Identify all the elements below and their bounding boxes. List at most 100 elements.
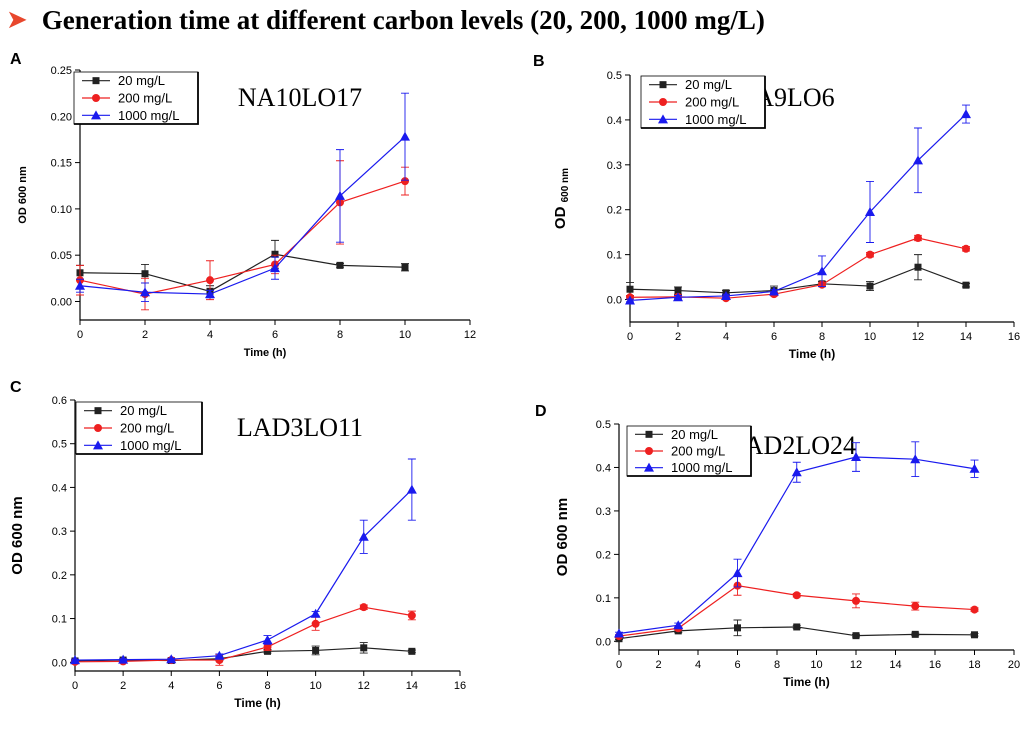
y-tick-label: 0.1 xyxy=(52,614,67,626)
x-tick-label: 12 xyxy=(464,329,476,341)
data-point xyxy=(118,654,129,664)
x-tick-label: 16 xyxy=(1008,331,1020,343)
y-tick-label: 0.4 xyxy=(52,482,67,494)
x-tick-label: 4 xyxy=(695,659,701,671)
y-tick-label: 0.1 xyxy=(607,250,622,262)
x-axis-title: Time (h) xyxy=(244,347,287,359)
series-triangle xyxy=(70,458,417,665)
y-tick-label: 0.0 xyxy=(52,657,67,669)
data-point xyxy=(852,596,860,605)
legend-label: 200 mg/L xyxy=(685,95,739,110)
data-point xyxy=(626,285,634,293)
series-line xyxy=(629,266,967,294)
y-tick-label: 0.10 xyxy=(51,204,72,216)
data-point xyxy=(852,632,860,640)
series-line xyxy=(629,113,967,302)
x-tick-label: 6 xyxy=(216,680,222,692)
data-point xyxy=(264,647,271,655)
data-point xyxy=(865,206,875,216)
x-axis-title: Time (h) xyxy=(234,696,280,710)
x-tick-label: 2 xyxy=(675,331,681,343)
chart-panel-c: 0 2 4 6 8 10 12 14 16 0.0 0.1 0.2 0.3 0.4 0.5 0.6 Time (… xyxy=(9,379,466,710)
data-point xyxy=(791,467,802,477)
data-point xyxy=(911,630,919,638)
data-point xyxy=(263,642,272,651)
data-point xyxy=(721,290,731,300)
y-tick-label: 0.0 xyxy=(596,636,611,648)
legend-marker xyxy=(94,424,102,432)
y-axis-title: OD 600 nm xyxy=(9,496,26,574)
data-point xyxy=(962,244,970,253)
legend-label: 200 mg/L xyxy=(118,91,172,106)
y-tick-label: 0.4 xyxy=(607,115,622,127)
strain-title: NA10LO17 xyxy=(238,83,362,112)
x-tick-label: 14 xyxy=(889,659,901,671)
arrowhead-bullet-icon: ➤ xyxy=(6,5,28,35)
data-point xyxy=(866,250,874,259)
x-tick-label: 8 xyxy=(819,331,825,343)
x-tick-label: 2 xyxy=(142,329,148,341)
data-point xyxy=(401,263,409,271)
data-point xyxy=(734,624,741,632)
data-point xyxy=(141,270,149,278)
legend-marker xyxy=(91,110,101,120)
x-tick-label: 10 xyxy=(864,331,876,343)
data-point xyxy=(866,282,874,290)
series-line xyxy=(74,489,413,661)
x-tick-label: 2 xyxy=(120,680,126,692)
data-point xyxy=(910,454,921,464)
legend-label: 200 mg/L xyxy=(671,444,725,459)
y-axis-title: OD 600 nm xyxy=(554,498,571,576)
y-tick-label: 0.05 xyxy=(51,250,72,262)
x-tick-label: 20 xyxy=(1008,659,1020,671)
data-point xyxy=(166,654,177,664)
x-tick-label: 6 xyxy=(272,329,278,341)
data-point xyxy=(359,603,368,612)
y-tick-label: 0.3 xyxy=(52,526,67,538)
y-tick-label: 0.5 xyxy=(607,70,622,82)
data-point xyxy=(911,602,920,611)
legend-marker xyxy=(645,430,653,438)
series-square xyxy=(76,239,409,298)
x-tick-label: 10 xyxy=(399,329,411,341)
series-triangle xyxy=(75,92,410,302)
x-tick-label: 18 xyxy=(968,659,980,671)
y-tick-label: 0.2 xyxy=(52,570,67,582)
y-tick-label: 0.2 xyxy=(596,549,611,561)
data-point xyxy=(732,568,743,578)
y-tick-label: 0.6 xyxy=(52,395,67,407)
legend-marker xyxy=(645,447,653,455)
data-point xyxy=(70,655,80,665)
legend-label: 20 mg/L xyxy=(118,73,165,88)
legend-label: 20 mg/L xyxy=(671,427,718,442)
data-point xyxy=(914,263,922,271)
data-point xyxy=(401,177,409,186)
x-axis-title: Time (h) xyxy=(783,675,829,689)
y-tick-label: 0.25 xyxy=(51,65,72,77)
data-point xyxy=(406,484,417,494)
data-point xyxy=(674,287,682,295)
data-point xyxy=(400,131,410,141)
data-point xyxy=(817,266,827,276)
series-circle xyxy=(76,160,409,311)
panel-letter: C xyxy=(10,379,22,396)
data-point xyxy=(769,286,779,296)
y-tick-label: 0.5 xyxy=(52,439,67,451)
data-point xyxy=(913,155,923,165)
x-tick-label: 10 xyxy=(310,680,322,692)
panel-letter: A xyxy=(10,51,22,68)
data-point xyxy=(407,611,416,620)
data-point xyxy=(962,281,970,289)
y-tick-label: 0.3 xyxy=(596,506,611,518)
data-point xyxy=(270,263,280,273)
legend-label: 20 mg/L xyxy=(120,403,167,418)
legend-marker xyxy=(659,98,667,106)
x-tick-label: 12 xyxy=(912,331,924,343)
x-tick-label: 8 xyxy=(337,329,343,341)
x-tick-label: 8 xyxy=(774,659,780,671)
data-point xyxy=(335,190,345,200)
x-tick-label: 14 xyxy=(960,331,972,343)
